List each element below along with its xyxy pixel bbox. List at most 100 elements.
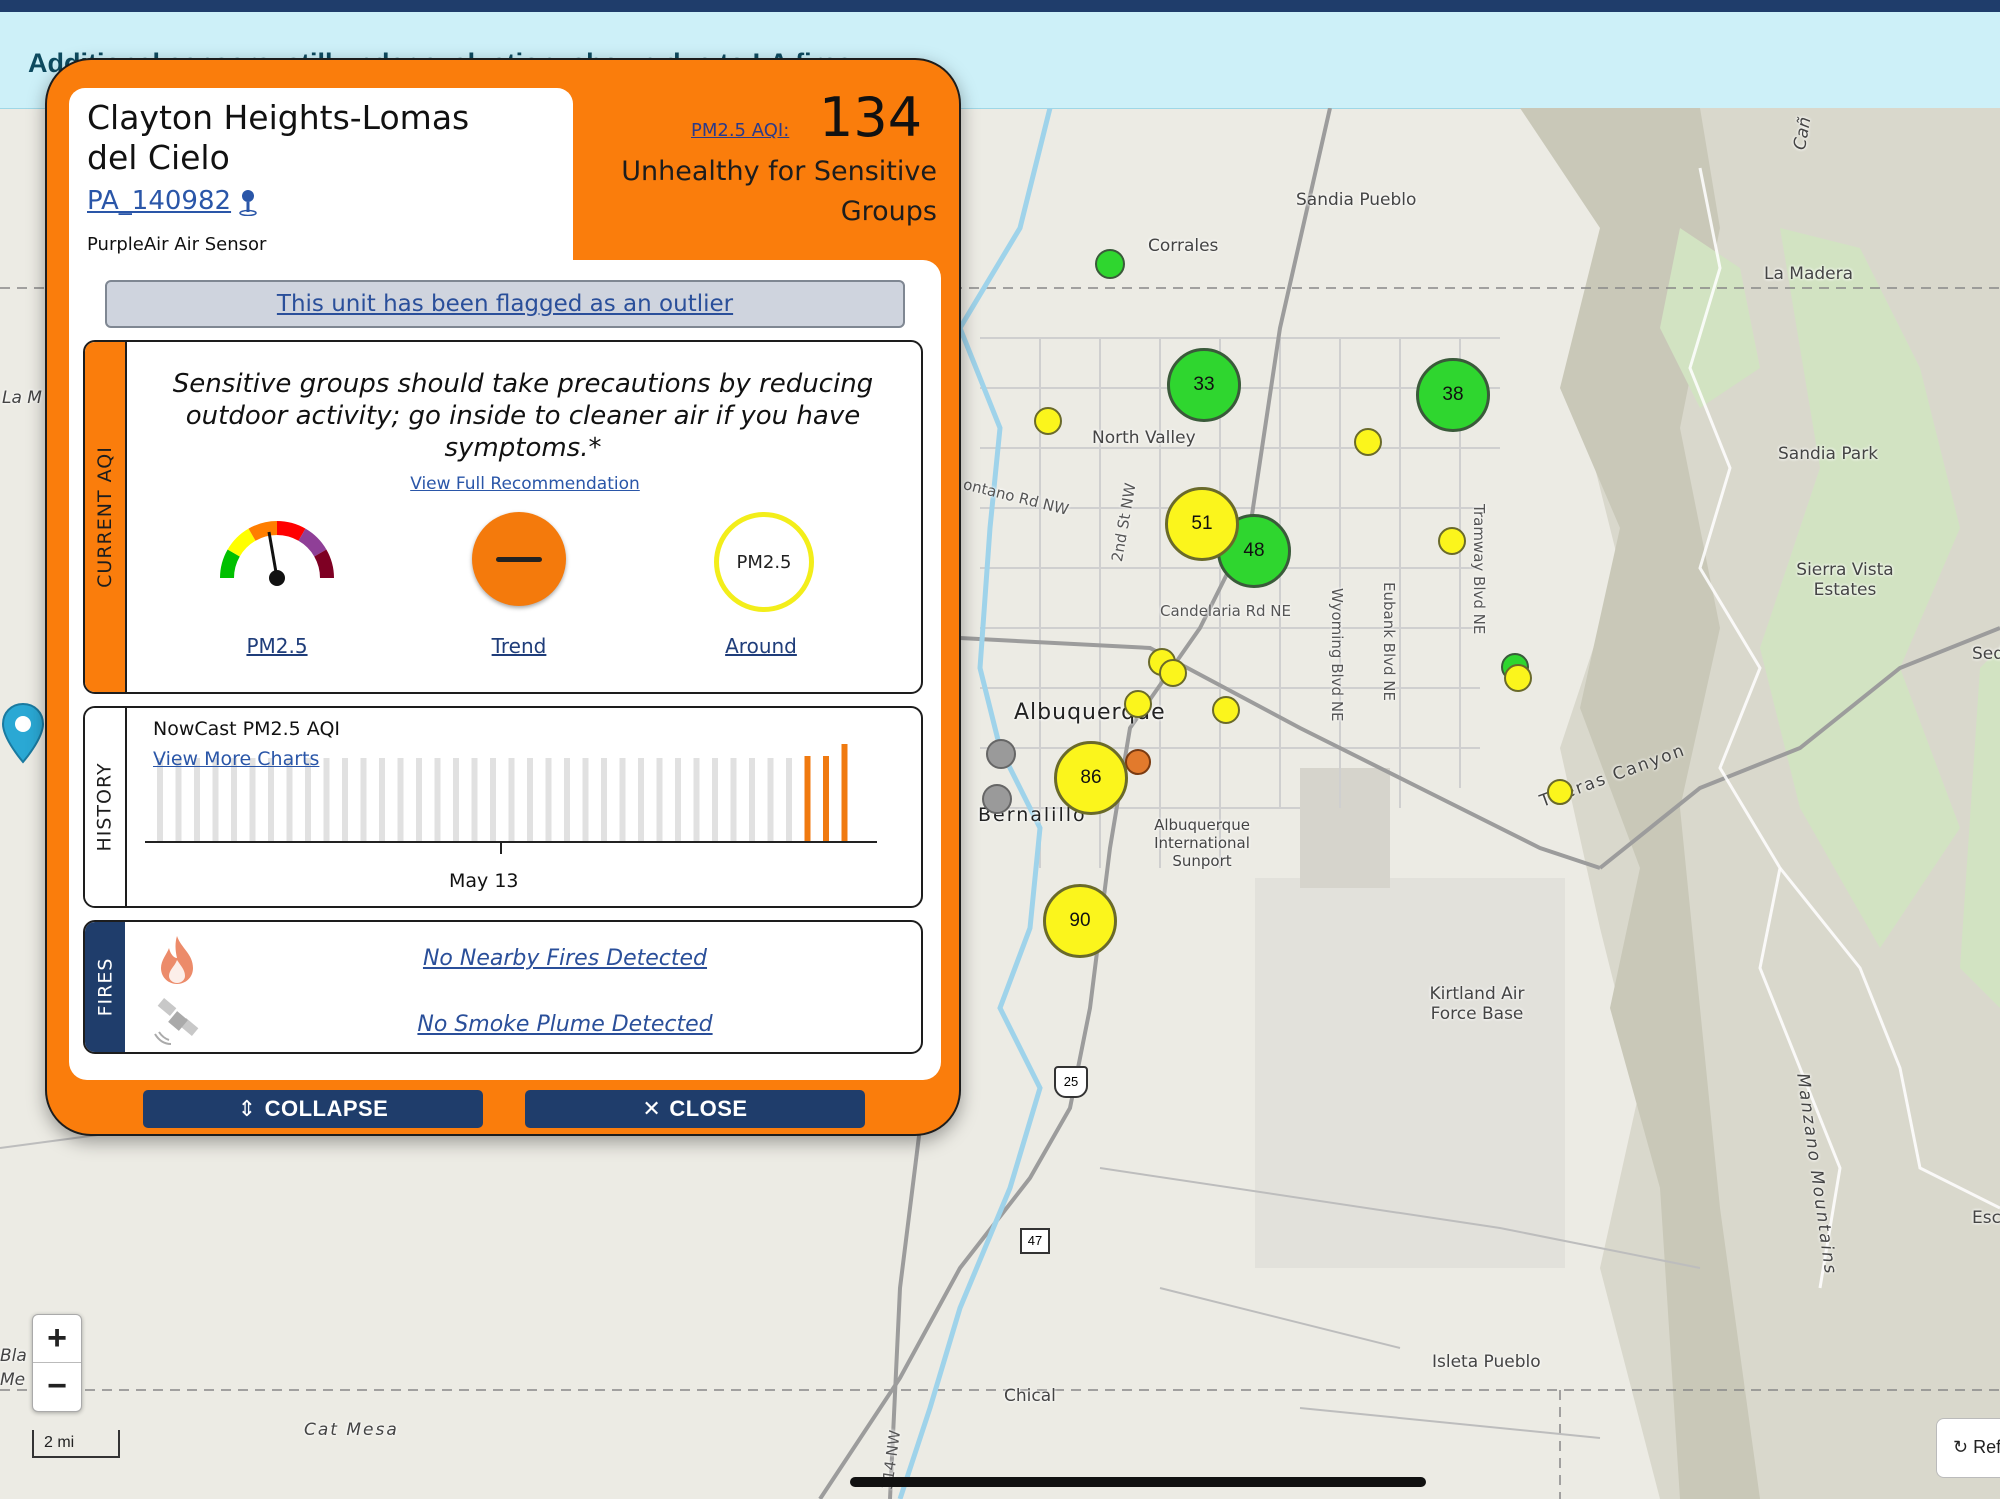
history-section-label: HISTORY [85, 708, 127, 906]
history-bar [601, 758, 607, 842]
sensor-marker[interactable] [1547, 779, 1573, 805]
sensor-marker[interactable]: 38 [1416, 358, 1490, 432]
history-bar [767, 758, 774, 842]
history-bar [564, 758, 570, 842]
zoom-out-button[interactable]: − [33, 1362, 81, 1410]
sensor-marker[interactable] [1095, 249, 1125, 279]
refresh-icon: ↻ [1953, 1437, 1974, 1457]
map-label-place: La M [2, 388, 42, 408]
around-circle-icon: PM2.5 [714, 512, 814, 612]
history-bar [619, 758, 626, 842]
current-aqi-card: CURRENT AQI Sensitive groups should take… [83, 340, 923, 694]
refresh-button[interactable]: ↻ Ref [1936, 1418, 2000, 1478]
trend-label[interactable]: Trend [491, 634, 547, 658]
history-bar [175, 758, 182, 842]
aqi-value: 134 [819, 86, 923, 149]
sensor-marker[interactable] [1438, 527, 1466, 555]
history-bar [231, 758, 237, 842]
gauge-segment [314, 549, 334, 579]
sensor-marker[interactable] [1159, 659, 1187, 687]
interstate-shield: 25 [1054, 1066, 1088, 1098]
history-date-label: May 13 [449, 870, 519, 892]
sensor-marker[interactable]: 90 [1043, 884, 1117, 958]
map-label-road: Eubank Blvd NE [1380, 582, 1398, 701]
site-name: Clayton Heights-Lomas del Cielo [87, 98, 470, 177]
sensor-popup: Clayton Heights-Lomas del Cielo PA_14098… [45, 58, 961, 1136]
sensor-marker[interactable] [1354, 428, 1382, 456]
history-bar [490, 758, 496, 842]
map-label-place: Bla [0, 1346, 27, 1366]
sensor-id-link[interactable]: PA_140982 [87, 186, 232, 216]
close-icon: ✕ [642, 1096, 662, 1121]
current-aqi-section-label: CURRENT AQI [85, 342, 127, 692]
sensor-marker[interactable]: 51 [1165, 487, 1239, 561]
history-bar [416, 758, 422, 842]
location-pin-icon[interactable] [0, 702, 46, 772]
history-bar [823, 756, 829, 842]
history-bar [804, 756, 811, 842]
refresh-label: Ref [1973, 1437, 2000, 1457]
history-bar [305, 758, 311, 842]
collapse-button[interactable]: ⇕ COLLAPSE [143, 1090, 483, 1128]
map-label-place: Sierra Vista Estates [1796, 560, 1894, 600]
outlier-notice-link[interactable]: This unit has been flagged as an outlier [105, 280, 905, 328]
sensor-marker[interactable] [1212, 696, 1240, 724]
scale-bar: 2 mi [32, 1430, 120, 1458]
sensor-marker[interactable] [986, 739, 1016, 769]
map-label-road: Tramway Blvd NE [1470, 504, 1488, 635]
history-bar [323, 758, 330, 842]
close-label: CLOSE [669, 1096, 748, 1121]
pm25-label[interactable]: PM2.5 [246, 634, 308, 658]
history-bar-chart[interactable] [145, 738, 885, 868]
top-nav-bar [0, 0, 2000, 12]
sensor-marker[interactable]: 86 [1054, 741, 1128, 815]
sensor-marker[interactable] [1124, 690, 1152, 718]
selected-sensor-marker[interactable] [1125, 749, 1151, 775]
history-bar [286, 758, 293, 842]
history-bar [545, 758, 552, 842]
view-full-recommendation-link[interactable]: View Full Recommendation [410, 474, 640, 494]
history-bar [471, 758, 478, 842]
health-recommendation: Sensitive groups should take precautions… [172, 369, 874, 463]
map-basemap [0, 108, 2000, 1499]
zoom-control: + − [32, 1314, 82, 1412]
history-bar [268, 758, 274, 842]
aqi-label-link[interactable]: PM2.5 AQI: [691, 120, 790, 141]
map-label-place: Sandia Pueblo [1296, 190, 1417, 210]
zoom-in-button[interactable]: + [47, 1319, 67, 1357]
history-bar [397, 758, 404, 842]
around-label[interactable]: Around [725, 634, 797, 658]
history-bar [749, 758, 755, 842]
gauge-segment [248, 521, 278, 541]
gauge-segment [220, 549, 240, 579]
popup-title-box: Clayton Heights-Lomas del Cielo PA_14098… [69, 88, 573, 286]
history-bar [212, 758, 219, 842]
close-button[interactable]: ✕ CLOSE [525, 1090, 865, 1128]
sensor-marker[interactable] [982, 784, 1012, 814]
history-bar [342, 758, 348, 842]
home-indicator [850, 1477, 1426, 1487]
fires-card: FIRES No Nearby Fires Detected No Smoke … [83, 920, 923, 1054]
map-pin-icon[interactable] [237, 188, 259, 216]
no-smoke-link[interactable]: No Smoke Plume Detected [417, 1012, 713, 1037]
history-bar [157, 758, 163, 842]
history-bar [841, 744, 848, 842]
map-label-place: Kirtland Air Force Base [1429, 984, 1525, 1024]
history-bar [693, 758, 700, 842]
map-label-place: North Valley [1092, 428, 1196, 448]
map-label-place: Corrales [1148, 236, 1219, 256]
map-label-place: Isleta Pueblo [1432, 1352, 1541, 1372]
history-bar [730, 758, 737, 842]
history-bar [675, 758, 681, 842]
no-fires-link[interactable]: No Nearby Fires Detected [422, 946, 708, 971]
sensor-marker[interactable]: 33 [1167, 348, 1241, 422]
gauge-segment [276, 521, 306, 541]
sensor-marker[interactable] [1034, 407, 1062, 435]
map-area[interactable]: Sandia Pueblo Corrales La Madera North V… [0, 108, 2000, 1499]
history-bar [194, 758, 200, 842]
history-bar [656, 758, 663, 842]
history-bar [360, 758, 367, 842]
view-more-charts-link[interactable]: View More Charts [153, 748, 320, 770]
map-label-place: Chical [1004, 1386, 1056, 1406]
sensor-marker[interactable] [1504, 664, 1532, 692]
